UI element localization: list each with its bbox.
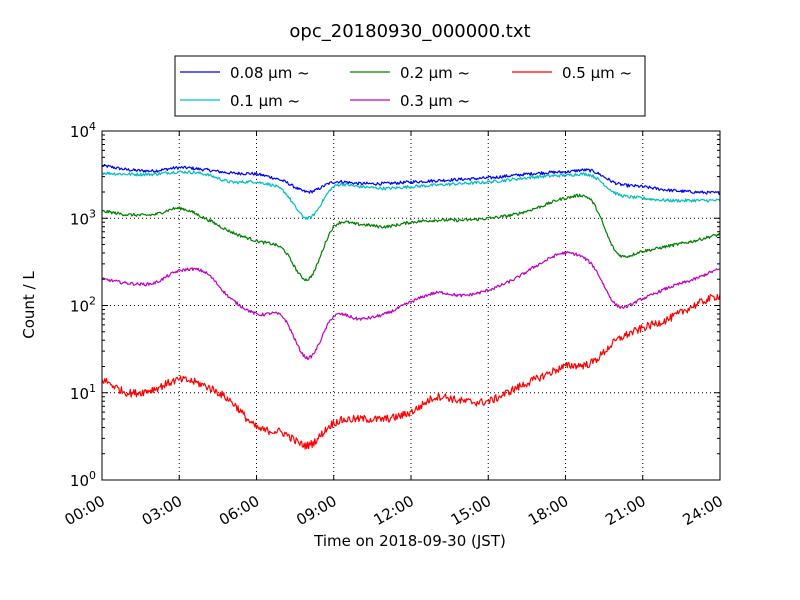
- y-tick-label: 100: [70, 469, 96, 490]
- y-tick-exponent: 0: [89, 469, 96, 482]
- legend-label: 0.1 µm ~: [230, 92, 300, 110]
- series-line: [102, 170, 721, 220]
- y-tick-base: 10: [70, 472, 89, 490]
- legend-label: 0.08 µm ~: [230, 64, 310, 82]
- y-tick-base: 10: [70, 123, 89, 141]
- legend-entry: 0.3 µm ~: [350, 92, 470, 110]
- legend-entry: 0.5 µm ~: [512, 64, 632, 82]
- legend: 0.08 µm ~ 0.1 µm ~ 0.2 µm ~ 0.3 µm ~ 0.5 µm …: [174, 55, 646, 117]
- chart-title: opc_20180930_000000.txt: [289, 21, 530, 42]
- series-lines: [101, 163, 721, 450]
- y-tick-exponent: 2: [89, 295, 96, 308]
- y-tick-label: 103: [70, 207, 96, 228]
- y-tick-exponent: 1: [89, 382, 96, 395]
- series-line: [101, 294, 721, 450]
- y-tick-base: 10: [70, 210, 89, 228]
- legend-label: 0.5 µm ~: [562, 64, 632, 82]
- y-tick-label: 104: [70, 120, 96, 141]
- y-tick-base: 10: [70, 385, 89, 403]
- legend-entry: 0.1 µm ~: [180, 92, 300, 110]
- legend-label: 0.2 µm ~: [400, 64, 470, 82]
- x-axis-label: Time on 2018-09-30 (JST): [313, 532, 506, 550]
- series-line: [101, 251, 721, 360]
- legend-entry: 0.2 µm ~: [350, 64, 470, 82]
- series-line: [101, 193, 721, 282]
- y-tick-exponent: 3: [89, 207, 96, 220]
- y-tick-base: 10: [70, 298, 89, 316]
- legend-label: 0.3 µm ~: [400, 92, 470, 110]
- y-tick-label: 101: [70, 382, 96, 403]
- y-tick-exponent: 4: [89, 120, 96, 133]
- y-tick-label: 102: [70, 295, 96, 316]
- legend-box: [174, 55, 646, 117]
- y-axis-label: Count / L: [20, 271, 38, 339]
- legend-entry: 0.08 µm ~: [180, 64, 310, 82]
- series-line: [101, 163, 721, 196]
- grid: [102, 131, 720, 480]
